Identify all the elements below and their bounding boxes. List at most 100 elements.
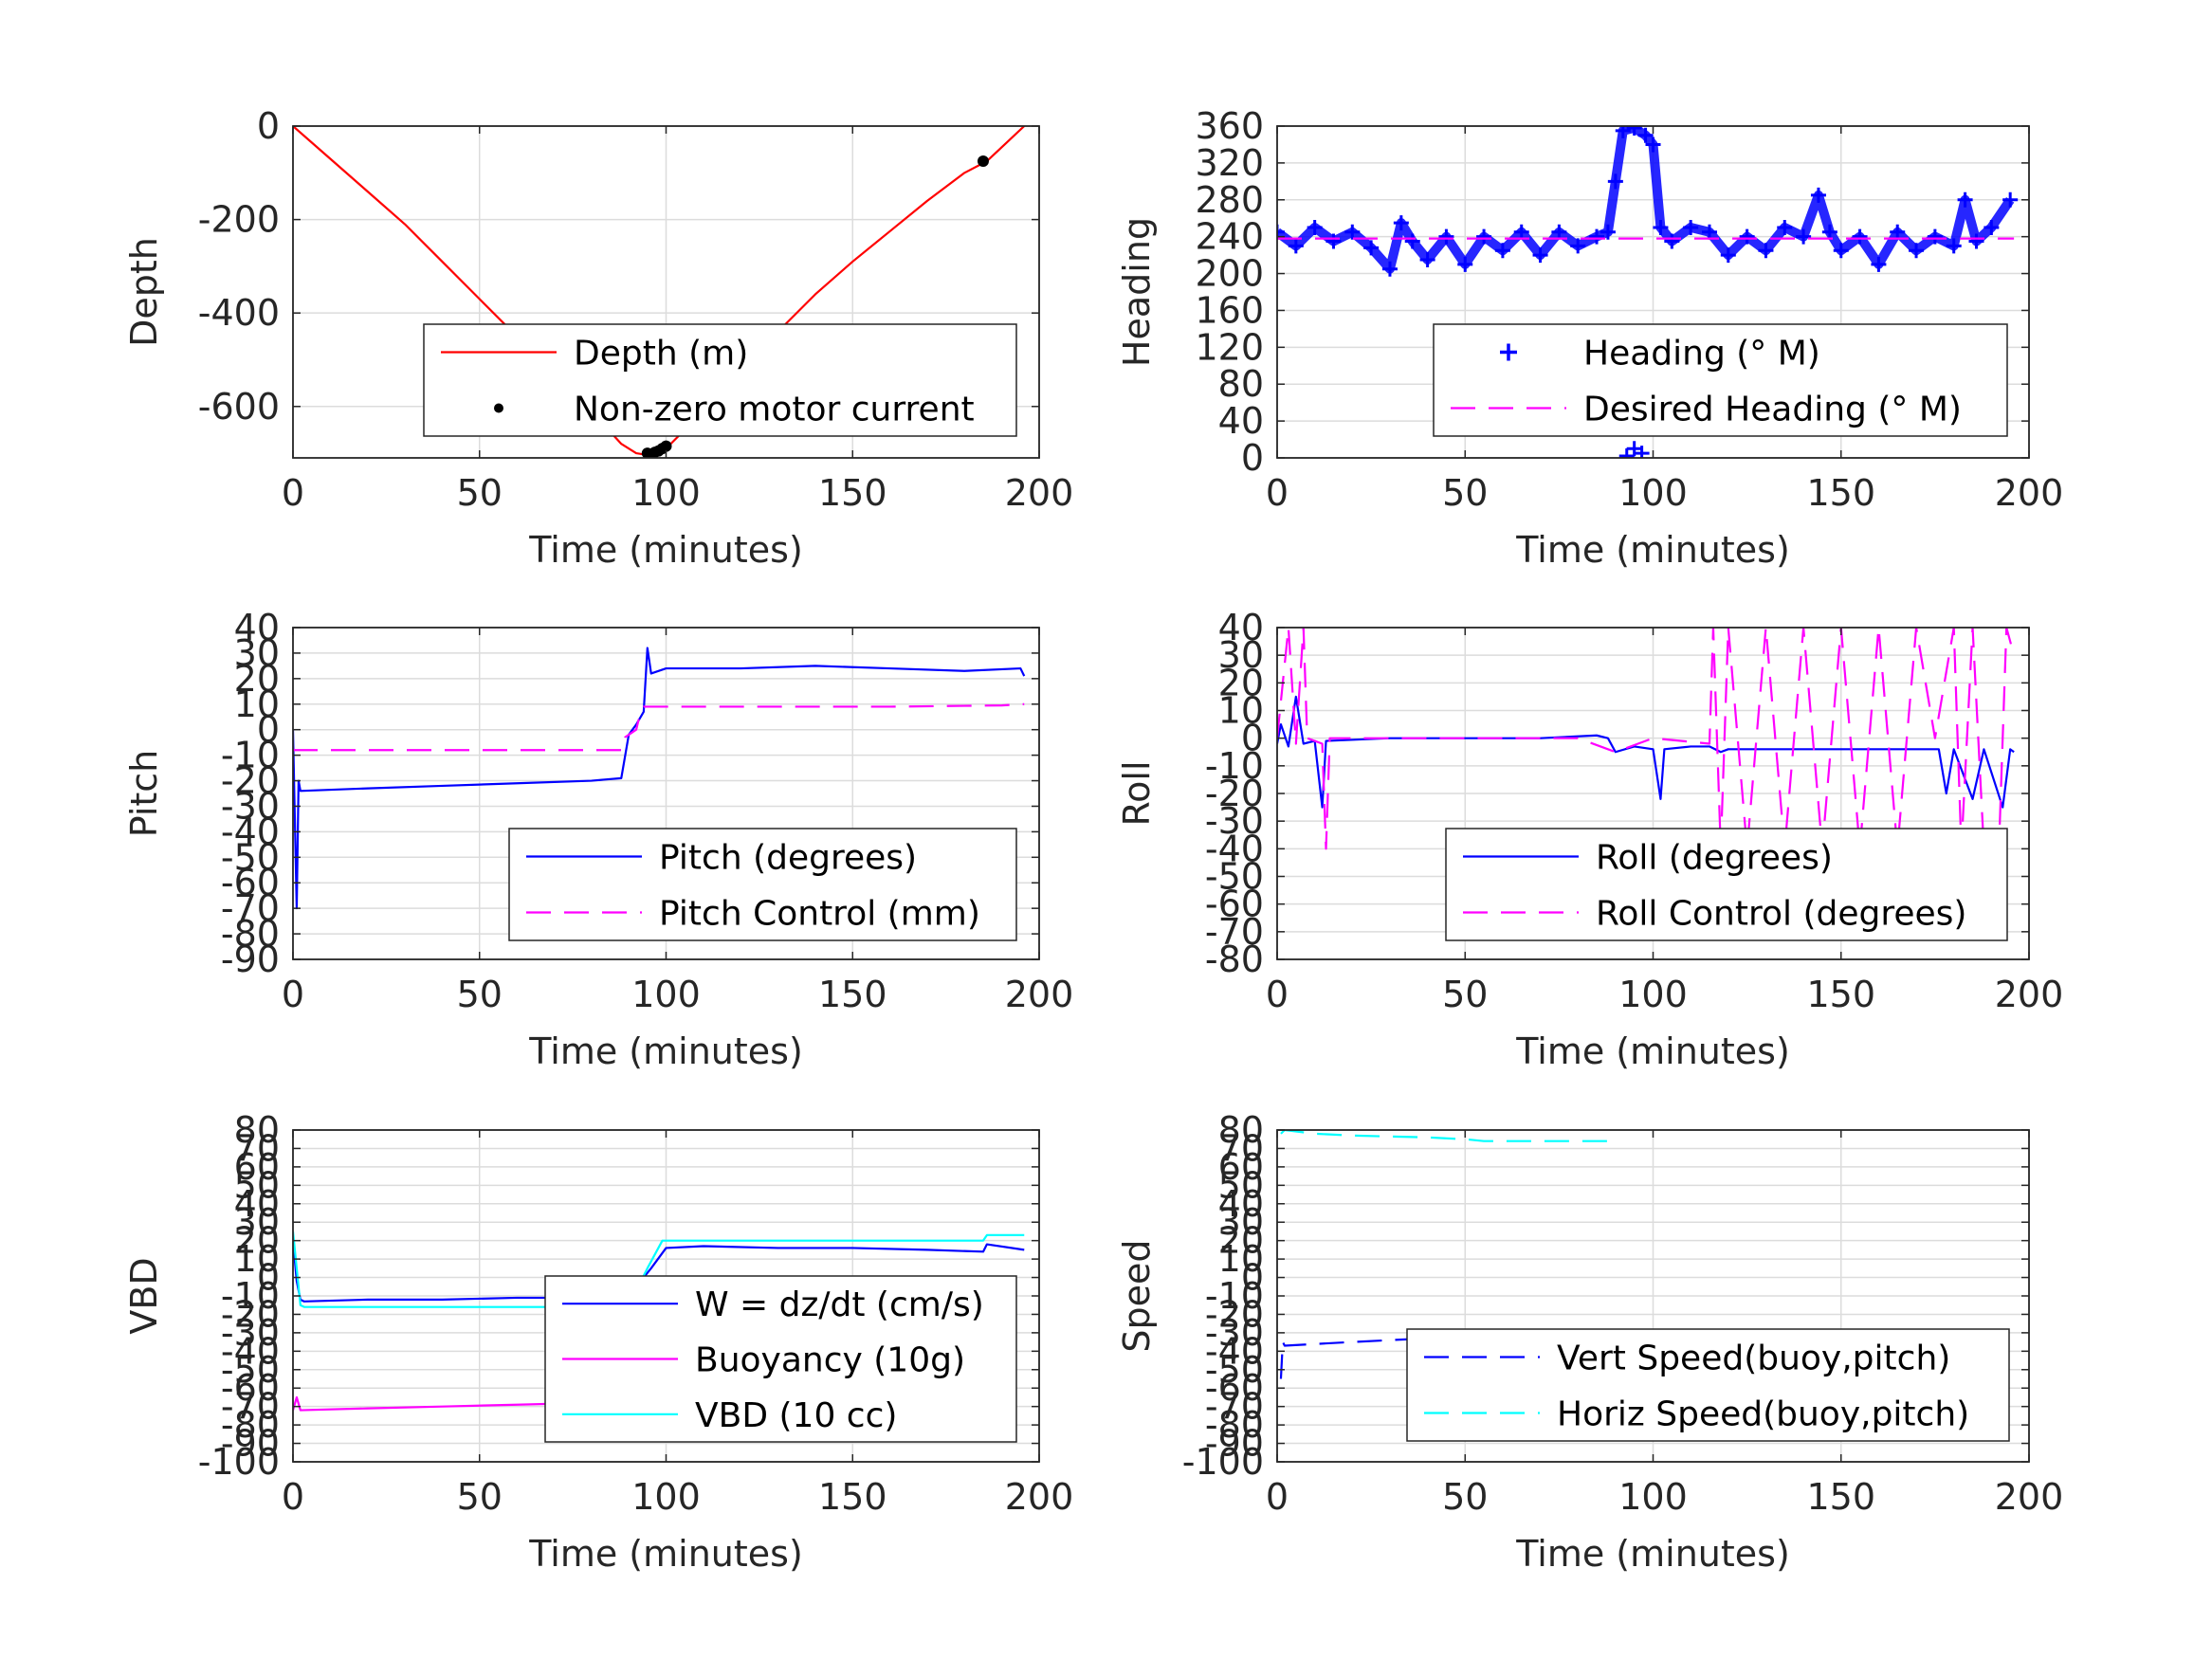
legend-label: Horiz Speed(buoy,pitch) — [1557, 1395, 1969, 1434]
y-tick-label: -90 — [1205, 1423, 1264, 1465]
y-tick-label: 240 — [1195, 216, 1264, 258]
y-tick-label: 70 — [1218, 1127, 1264, 1169]
y-tick-label: -60 — [1205, 1367, 1264, 1409]
x-tick-label: 150 — [1806, 1476, 1875, 1518]
y-axis-label: VBD — [123, 1257, 165, 1334]
legend-box — [508, 828, 1017, 941]
x-tick-label: 0 — [282, 974, 304, 1015]
y-tick-label: 0 — [257, 709, 280, 751]
y-tick-label: -100 — [1182, 1441, 1264, 1483]
x-tick-label: 100 — [631, 472, 701, 514]
x-tick-label: 200 — [1005, 472, 1074, 514]
y-tick-label: 30 — [234, 1201, 280, 1243]
legend-box — [423, 323, 1017, 437]
x-axis-label: Time (minutes) — [1515, 1533, 1790, 1575]
y-tick-label: -600 — [198, 386, 280, 428]
legend-marker — [1500, 343, 1517, 361]
x-tick-label: 150 — [818, 1476, 887, 1518]
y-tick-label: 30 — [234, 632, 280, 674]
y-tick-label: -70 — [221, 887, 280, 929]
x-tick-label: 200 — [1995, 472, 2064, 514]
y-tick-label: 80 — [1218, 1109, 1264, 1151]
legend-label: Buoyancy (10g) — [695, 1341, 965, 1380]
y-tick-label: 20 — [1218, 1220, 1264, 1262]
y-tick-label: 0 — [257, 105, 280, 147]
y-tick-label: -80 — [221, 913, 280, 955]
series-4-1-line — [1277, 695, 2015, 809]
legend-label: Depth (m) — [574, 335, 748, 374]
x-axis-label: Time (minutes) — [1515, 529, 1790, 571]
panel-1: 0 50 100 150 200 0 -200 -400 -600 Time (minutes) D… — [123, 105, 1073, 571]
series-1-2-point — [977, 155, 989, 167]
legend-box — [1406, 1328, 2010, 1442]
y-axis-label: Heading — [1116, 217, 1158, 367]
panel-4: 0 50 100 150 200403020100-10-20-30-40-50-60-… — [1116, 607, 2063, 1072]
x-tick-label: 150 — [818, 974, 887, 1015]
x-axis-label: Time (minutes) — [528, 529, 803, 571]
x-tick-label: 50 — [457, 472, 503, 514]
x-tick-label: 100 — [1618, 1476, 1688, 1518]
x-tick-label: 100 — [631, 1476, 701, 1518]
y-tick-label: -50 — [1205, 1349, 1264, 1391]
data-layer — [293, 126, 1026, 458]
y-tick-label: 40 — [1218, 1183, 1264, 1225]
y-tick-label: -30 — [1205, 800, 1264, 842]
y-tick-label: 40 — [1218, 400, 1264, 442]
y-tick-label: 10 — [234, 684, 280, 725]
y-tick-label: 320 — [1195, 142, 1264, 184]
y-tick-label: 20 — [234, 1220, 280, 1262]
data-layer — [293, 647, 1026, 910]
series-3-1-line — [293, 647, 1026, 910]
y-tick-label: -50 — [221, 1349, 280, 1391]
series-2-1-point — [1634, 446, 1650, 458]
y-tick-label: -20 — [221, 760, 280, 802]
y-tick-label: -10 — [1205, 745, 1264, 787]
y-tick-label: -40 — [221, 1330, 280, 1372]
y-tick-label: 200 — [1195, 253, 1264, 295]
legend-label: VBD (10 cc) — [695, 1396, 897, 1435]
y-tick-label: -90 — [221, 1423, 280, 1465]
y-tick-label: 360 — [1195, 105, 1264, 147]
y-tick-label: -40 — [221, 811, 280, 852]
legend-label: Vert Speed(buoy,pitch) — [1557, 1340, 1950, 1378]
panel-3: 0 50 100 150 200403020100-10-20-30-40-50-60-… — [123, 607, 1073, 1072]
series-3-2-line — [293, 702, 1025, 752]
legend-box — [1445, 828, 2008, 941]
y-tick-label: -30 — [221, 785, 280, 827]
x-tick-label: 100 — [1618, 974, 1688, 1015]
legend-label: Pitch (degrees) — [659, 839, 917, 878]
x-tick-label: 0 — [282, 1476, 304, 1518]
legend-label: Non-zero motor current — [574, 391, 975, 429]
y-tick-label: -80 — [1205, 939, 1264, 980]
y-tick-label: 50 — [1218, 1164, 1264, 1206]
y-tick-label: -10 — [221, 735, 280, 776]
y-tick-label: -50 — [221, 836, 280, 878]
y-tick-label: -10 — [1205, 1275, 1264, 1317]
y-tick-label: -80 — [221, 1404, 280, 1446]
x-tick-label: 0 — [1266, 974, 1289, 1015]
legend-label: Heading (° M) — [1583, 335, 1820, 374]
legend-label: Pitch Control (mm) — [659, 895, 980, 934]
y-tick-label: 10 — [234, 1238, 280, 1280]
y-tick-label: 280 — [1195, 179, 1264, 221]
x-tick-label: 50 — [1442, 974, 1488, 1015]
x-tick-label: 100 — [631, 974, 701, 1015]
x-tick-label: 100 — [1618, 472, 1688, 514]
x-tick-label: 50 — [457, 974, 503, 1015]
x-tick-label: 0 — [1266, 472, 1289, 514]
y-tick-label: 30 — [1218, 634, 1264, 676]
series-1-2-point — [660, 440, 672, 452]
y-tick-label: 40 — [234, 607, 280, 648]
y-tick-label: 120 — [1195, 326, 1264, 368]
panel-6: 0 50 100 150 20080706050403020100-10-20-30-4… — [1116, 1109, 2063, 1575]
x-tick-label: 200 — [1995, 1476, 2064, 1518]
y-tick-label: -80 — [1205, 1404, 1264, 1446]
y-tick-label: -70 — [221, 1386, 280, 1428]
x-tick-label: 150 — [818, 472, 887, 514]
y-tick-label: 50 — [234, 1164, 280, 1206]
y-tick-label: -20 — [1205, 1293, 1264, 1335]
series-2-1-trace — [1277, 126, 2015, 274]
legend-label: Roll (degrees) — [1596, 839, 1833, 878]
y-tick-label: 0 — [1241, 1257, 1264, 1299]
y-tick-label: 20 — [1218, 662, 1264, 703]
